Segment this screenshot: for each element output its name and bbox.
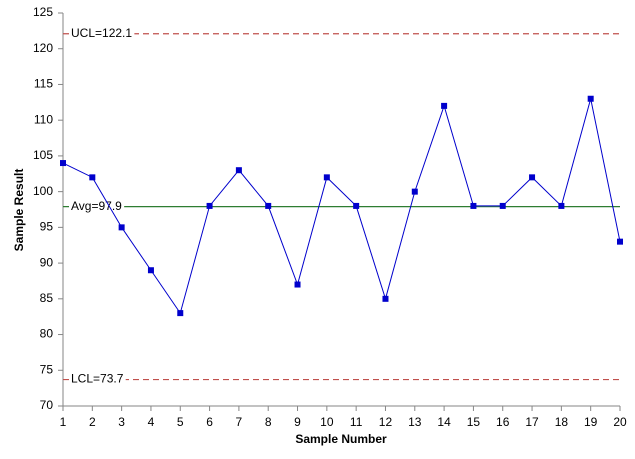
y-tick-label: 125 xyxy=(33,5,53,19)
data-point xyxy=(323,174,330,181)
control-line-label: LCL=73.7 xyxy=(71,372,124,386)
x-tick-label: 3 xyxy=(118,415,125,429)
data-point xyxy=(60,160,66,167)
y-tick-label: 85 xyxy=(40,291,54,305)
x-tick-label: 11 xyxy=(350,415,363,429)
control-line-label: UCL=122.1 xyxy=(71,26,132,40)
label-background xyxy=(69,25,135,40)
label-background xyxy=(69,371,126,386)
x-tick-label: 16 xyxy=(496,415,510,429)
data-point xyxy=(353,202,360,209)
x-tick-label: 1 xyxy=(60,415,67,429)
x-tick-label: 20 xyxy=(613,415,627,429)
x-tick-label: 2 xyxy=(89,415,96,429)
x-tick-label: 10 xyxy=(320,415,334,429)
data-point xyxy=(177,310,184,317)
x-tick-label: 19 xyxy=(584,415,598,429)
data-point xyxy=(382,295,389,302)
x-tick-label: 13 xyxy=(408,415,422,429)
data-point xyxy=(294,281,301,288)
data-point xyxy=(265,202,272,209)
y-tick-label: 110 xyxy=(34,112,53,126)
data-point xyxy=(558,202,565,209)
y-tick-label: 105 xyxy=(33,148,53,162)
y-tick-label: 70 xyxy=(40,398,54,412)
y-axis-title: Sample Result xyxy=(12,169,26,252)
y-tick-label: 115 xyxy=(34,77,53,91)
y-tick-label: 90 xyxy=(40,255,54,269)
control-line-label: Avg=97.9 xyxy=(71,199,122,213)
y-tick-label: 100 xyxy=(33,184,53,198)
x-tick-label: 12 xyxy=(379,415,393,429)
data-point xyxy=(411,188,418,195)
data-point xyxy=(147,267,154,274)
y-tick-label: 75 xyxy=(40,362,54,376)
x-tick-label: 9 xyxy=(294,415,301,429)
x-tick-label: 4 xyxy=(148,415,155,429)
data-point xyxy=(499,202,506,209)
x-tick-label: 5 xyxy=(177,415,184,429)
data-point xyxy=(529,174,536,181)
data-point xyxy=(118,224,125,231)
y-tick-label: 120 xyxy=(33,41,53,55)
x-tick-label: 6 xyxy=(206,415,213,429)
x-tick-label: 15 xyxy=(467,415,481,429)
data-point xyxy=(470,202,477,209)
x-tick-label: 7 xyxy=(236,415,243,429)
data-line xyxy=(62,98,621,315)
data-point xyxy=(617,238,623,245)
data-point xyxy=(587,95,594,102)
x-tick-label: 17 xyxy=(525,415,539,429)
x-axis-title: Sample Number xyxy=(295,432,387,446)
y-tick-label: 80 xyxy=(40,327,54,341)
y-tick-label: 95 xyxy=(40,220,54,234)
label-background xyxy=(69,198,125,213)
x-tick-label: 14 xyxy=(437,415,451,429)
data-point xyxy=(206,202,213,209)
data-point xyxy=(89,174,96,181)
x-tick-label: 18 xyxy=(555,415,569,429)
data-point xyxy=(235,167,242,174)
data-point xyxy=(441,102,448,109)
x-tick-label: 8 xyxy=(265,415,272,429)
